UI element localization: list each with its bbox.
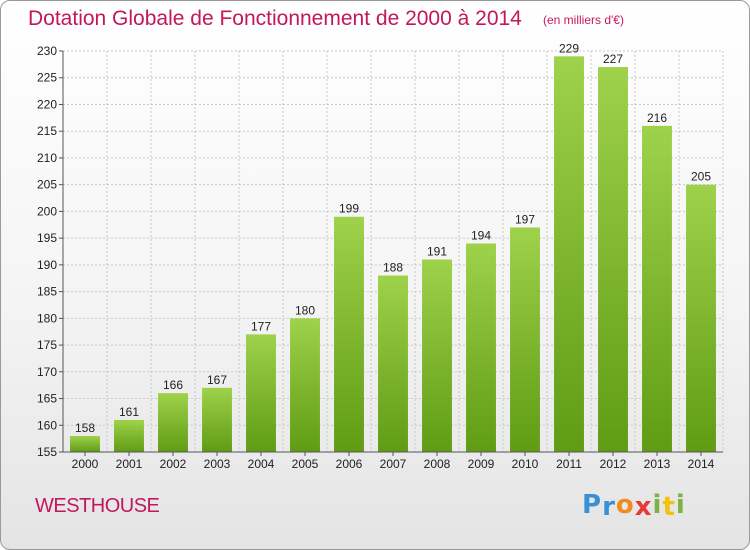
bar: [378, 275, 408, 452]
x-tick-label: 2013: [644, 457, 671, 471]
y-tick-label: 205: [37, 178, 57, 192]
chart-subtitle: (en milliers d'€): [543, 13, 624, 27]
bar: [422, 259, 452, 452]
bar-value-label: 188: [383, 261, 403, 275]
logo-letter: t: [662, 492, 676, 522]
x-tick-label: 2011: [556, 457, 582, 471]
x-tick-label: 2010: [512, 457, 539, 471]
bar-value-label: 197: [515, 212, 535, 226]
bar: [290, 318, 320, 452]
bar: [158, 393, 188, 452]
bar-value-label: 194: [471, 228, 491, 242]
x-tick-label: 2001: [116, 457, 143, 471]
x-tick-label: 2008: [424, 457, 451, 471]
y-tick-label: 155: [37, 445, 57, 459]
y-tick-label: 195: [37, 231, 57, 245]
x-tick-label: 2009: [468, 457, 495, 471]
x-tick-label: 2005: [292, 457, 319, 471]
bar-value-label: 180: [295, 303, 315, 317]
x-tick-label: 2014: [688, 457, 715, 471]
bar: [466, 243, 496, 452]
bar-value-label: 229: [559, 41, 579, 55]
logo-letter: i: [652, 490, 663, 520]
proxiti-logo: Proxiti: [582, 490, 686, 522]
y-tick-label: 200: [37, 204, 57, 218]
x-tick-label: 2006: [336, 457, 363, 471]
bar: [642, 125, 672, 452]
y-tick-label: 230: [37, 44, 57, 58]
bar-value-label: 216: [647, 111, 667, 125]
axis-layer: 155 160 165 170 175 180 185 190 195 200 205 210 215 2…: [37, 44, 723, 471]
bar-value-label: 199: [339, 202, 359, 216]
bar: [246, 334, 276, 452]
x-tick-label: 2003: [204, 457, 231, 471]
y-tick-label: 170: [37, 365, 57, 379]
chart-title: Dotation Globale de Fonctionnement de 20…: [28, 7, 522, 30]
bar-layer: 158 161 166 167 177 180 199 188 191 194 197 229 227 2…: [70, 41, 716, 452]
x-tick-label: 2000: [72, 457, 99, 471]
bar-value-label: 227: [603, 52, 623, 66]
y-tick-label: 215: [37, 124, 57, 138]
bar-value-label: 166: [163, 378, 183, 392]
bar: [334, 216, 364, 452]
bar-value-label: 167: [207, 373, 227, 387]
y-tick-label: 165: [37, 392, 57, 406]
bar-value-label: 177: [251, 319, 271, 333]
bar: [554, 56, 584, 452]
logo-letter: o: [615, 490, 635, 520]
bar: [686, 184, 716, 452]
bar-value-label: 205: [691, 170, 711, 184]
bar-value-label: 158: [75, 421, 95, 435]
x-tick-label: 2002: [160, 457, 187, 471]
commune-name: WESTHOUSE: [35, 495, 160, 517]
bar: [510, 227, 540, 452]
y-tick-label: 225: [37, 71, 57, 85]
logo-letter: P: [582, 490, 603, 520]
y-tick-label: 210: [37, 151, 57, 165]
y-tick-label: 180: [37, 311, 57, 325]
grid-layer: [62, 50, 724, 453]
bar: [598, 67, 628, 452]
x-tick-label: 2007: [380, 457, 407, 471]
logo-letter: i: [675, 490, 686, 520]
bar-value-label: 191: [427, 245, 447, 259]
bar-value-label: 161: [119, 405, 139, 419]
bar: [114, 419, 144, 452]
logo-letter: x: [634, 492, 653, 522]
bar: [70, 435, 100, 452]
y-tick-label: 190: [37, 258, 57, 272]
y-tick-label: 160: [37, 418, 57, 432]
y-tick-label: 175: [37, 338, 57, 352]
x-tick-label: 2012: [600, 457, 627, 471]
logo-letter: r: [602, 492, 616, 522]
y-tick-label: 220: [37, 97, 57, 111]
y-tick-label: 185: [37, 285, 57, 299]
bar: [202, 387, 232, 452]
x-tick-label: 2004: [248, 457, 275, 471]
